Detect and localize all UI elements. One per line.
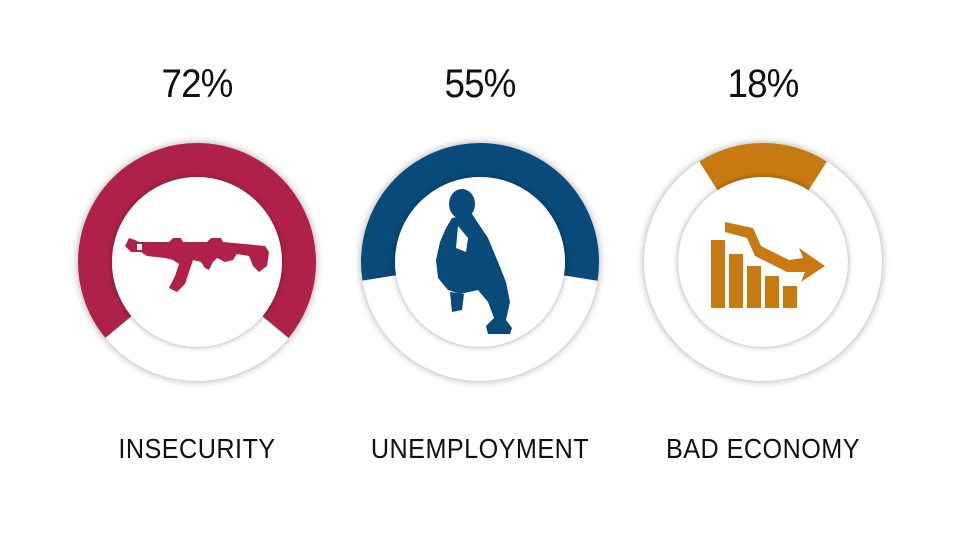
percent-value: 18% bbox=[727, 62, 800, 106]
stat-panel-unemployment: 55% UNEMPLOYMENT bbox=[330, 0, 630, 540]
category-label: UNEMPLOYMENT bbox=[370, 433, 590, 464]
assault-rifle-icon bbox=[125, 238, 269, 292]
donut-inner bbox=[112, 177, 282, 347]
donut-chart bbox=[361, 143, 599, 381]
declining-bar-chart-icon bbox=[711, 222, 825, 308]
crouching-man-icon bbox=[436, 189, 512, 334]
percent-value: 55% bbox=[444, 62, 517, 106]
donut-chart bbox=[644, 143, 882, 381]
donut-chart bbox=[77, 143, 316, 381]
donut-inner bbox=[678, 177, 848, 347]
stat-panel-bad-economy: 18% BAD ECONOMY bbox=[613, 0, 913, 540]
category-label: BAD ECONOMY bbox=[666, 433, 860, 464]
donut-arc bbox=[77, 143, 316, 381]
stat-panel-insecurity: 72% INSECURITY bbox=[47, 0, 347, 540]
category-label: INSECURITY bbox=[118, 433, 276, 464]
percent-value: 72% bbox=[161, 62, 234, 106]
